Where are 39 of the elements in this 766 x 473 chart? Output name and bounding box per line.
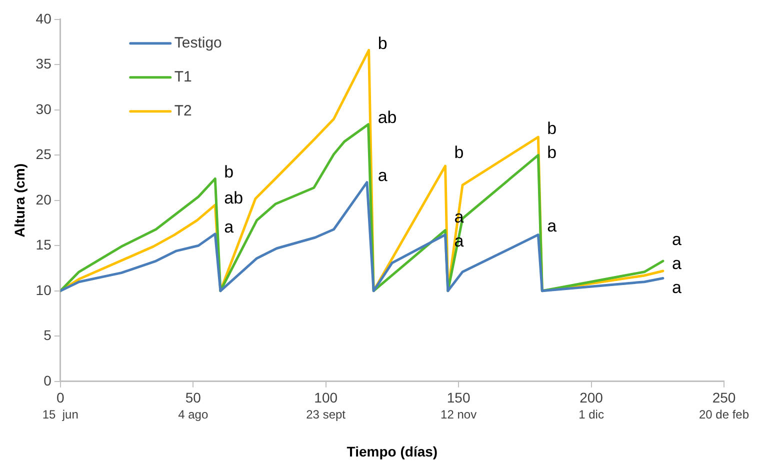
legend-label: Testigo <box>174 34 222 52</box>
y-tick-label: 15 <box>36 236 52 253</box>
x-tick-label: 150 <box>446 390 470 406</box>
x-tick-label: 50 <box>185 390 202 406</box>
y-tick-label: 0 <box>44 372 52 388</box>
annotation: a <box>547 216 558 236</box>
annotation: b <box>547 118 557 138</box>
annotation: ab <box>224 188 244 208</box>
y-tick-label: 10 <box>36 282 52 298</box>
annotation: a <box>224 218 234 237</box>
annotation: b <box>454 143 464 162</box>
annotation: a <box>672 230 682 249</box>
annotation: a <box>378 166 388 185</box>
annotation: b <box>224 162 234 182</box>
x-tick-label: 250 <box>712 390 736 406</box>
text: 1 dic <box>578 408 604 422</box>
x-tick-label: 100 <box>314 390 338 406</box>
text: 12 nov <box>440 408 477 422</box>
annotation: b <box>547 142 557 162</box>
legend-label: T1 <box>174 68 192 86</box>
y-tick-label: 5 <box>44 327 52 344</box>
text: 20 de feb <box>698 408 750 422</box>
text: 23 sept <box>306 408 346 422</box>
annotation: b <box>378 34 388 53</box>
y-tick-label: 20 <box>36 191 52 208</box>
y-axis-title: Altura (cm) <box>11 163 28 238</box>
legend-label: T2 <box>174 102 192 120</box>
annotation: a <box>672 278 682 297</box>
y-tick-label: 35 <box>36 56 52 72</box>
y-tick-label: 40 <box>36 10 52 26</box>
x-tick-label: 200 <box>580 390 604 406</box>
text: 4 ago <box>178 408 208 422</box>
x-axis-title: Tiempo (días) <box>346 443 438 460</box>
y-tick-label: 25 <box>36 146 52 162</box>
y-tick-label: 30 <box>36 100 52 117</box>
annotation: ab <box>378 108 397 128</box>
annotation: a <box>672 254 682 273</box>
x-tick-label: 0 <box>56 390 64 406</box>
text: 15 jun <box>42 408 78 422</box>
